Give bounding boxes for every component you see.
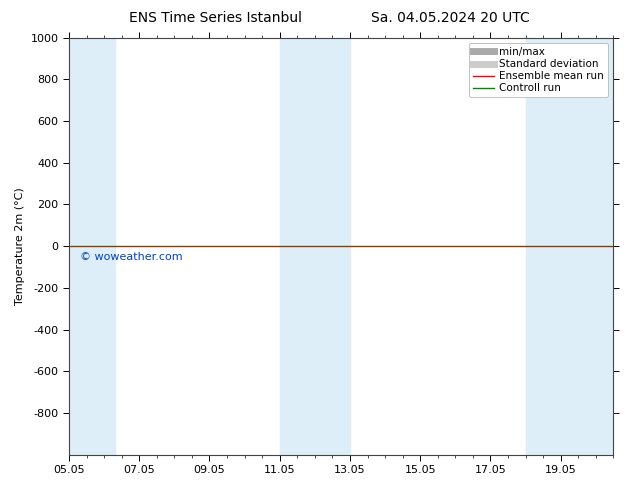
Text: Sa. 04.05.2024 20 UTC: Sa. 04.05.2024 20 UTC xyxy=(371,11,529,25)
Bar xyxy=(69,38,115,455)
Bar xyxy=(280,38,350,455)
Y-axis label: Temperature 2m (°C): Temperature 2m (°C) xyxy=(15,187,25,305)
Text: © woweather.com: © woweather.com xyxy=(80,251,183,262)
Legend: min/max, Standard deviation, Ensemble mean run, Controll run: min/max, Standard deviation, Ensemble me… xyxy=(469,43,608,98)
Bar xyxy=(526,38,614,455)
Text: ENS Time Series Istanbul: ENS Time Series Istanbul xyxy=(129,11,302,25)
